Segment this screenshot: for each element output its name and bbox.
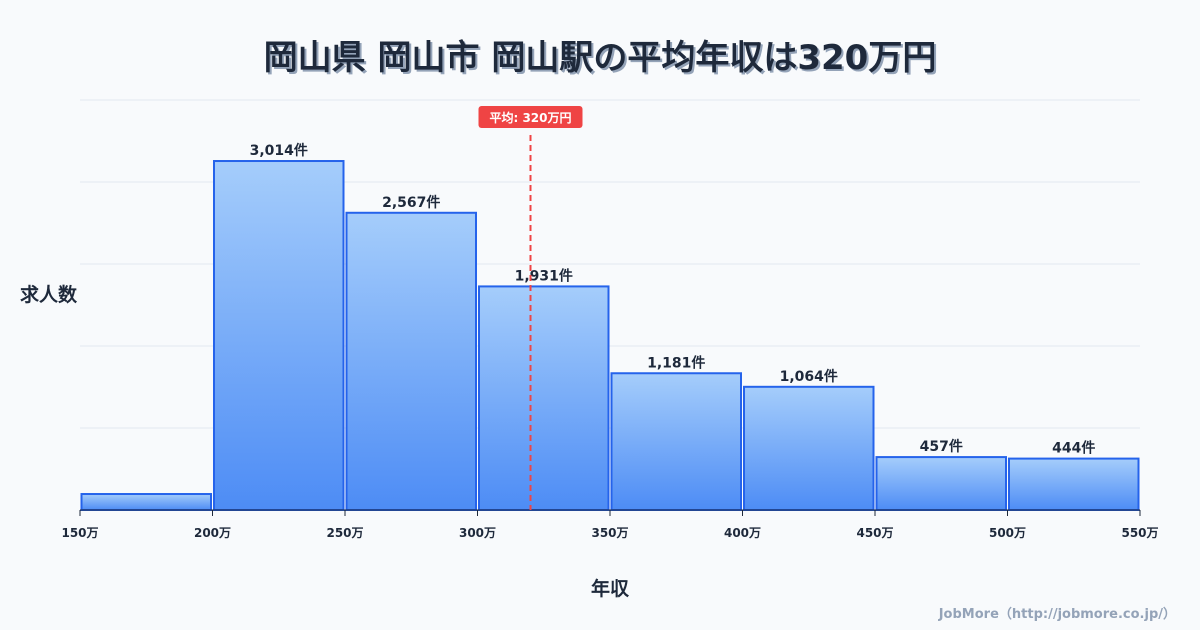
bar-value-label: 444件 bbox=[1052, 440, 1095, 457]
bar bbox=[743, 385, 875, 511]
x-axis-label: 年収 bbox=[590, 578, 629, 600]
average-badge bbox=[478, 106, 583, 128]
bar bbox=[1008, 457, 1140, 511]
x-tick-label: 500万 bbox=[989, 526, 1026, 540]
x-tick-label: 450万 bbox=[856, 526, 893, 540]
credit: JobMore（http://jobmore.co.jp/） bbox=[938, 607, 1176, 622]
x-tick-label: 200万 bbox=[194, 526, 231, 540]
bar bbox=[345, 211, 477, 511]
x-tick-label: 250万 bbox=[326, 526, 363, 540]
y-axis-label: 求人数 bbox=[20, 284, 78, 306]
average-label: 平均: 320万円 bbox=[489, 110, 571, 125]
bar-value-label: 457件 bbox=[920, 438, 963, 455]
bar-value-label: 1,931件 bbox=[515, 267, 573, 284]
chart-title: 岡山県 岡山市 岡山駅の平均年収は320万円 bbox=[263, 38, 937, 78]
x-tick-label: 550万 bbox=[1121, 526, 1158, 540]
bar bbox=[478, 285, 610, 511]
x-tick-label: 350万 bbox=[591, 526, 628, 540]
bar bbox=[80, 493, 212, 511]
x-tick-label: 400万 bbox=[724, 526, 761, 540]
bar bbox=[875, 456, 1007, 512]
x-tick-label: 150万 bbox=[61, 526, 98, 540]
bar-value-label: 3,014件 bbox=[250, 142, 308, 159]
bar bbox=[213, 160, 345, 511]
bar bbox=[610, 372, 742, 511]
bar-value-label: 2,567件 bbox=[382, 194, 440, 211]
bar-value-label: 1,064件 bbox=[780, 368, 838, 385]
bar-value-label: 1,181件 bbox=[647, 354, 705, 371]
x-tick-label: 300万 bbox=[459, 526, 496, 540]
